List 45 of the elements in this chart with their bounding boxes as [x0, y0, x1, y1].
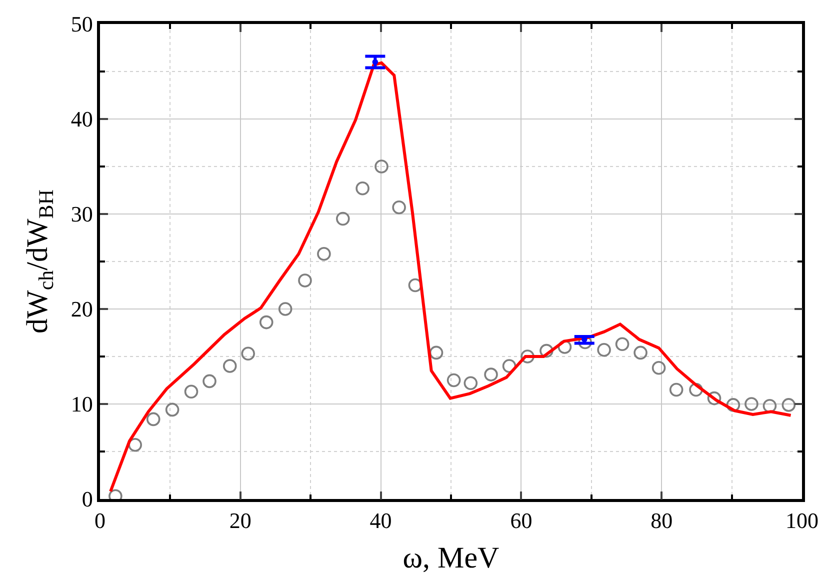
point	[446, 373, 461, 388]
point	[128, 438, 142, 452]
point	[669, 382, 684, 397]
point	[336, 212, 350, 226]
point	[356, 181, 370, 196]
y-tick-label: 30	[70, 202, 93, 227]
point	[744, 397, 758, 411]
point	[464, 376, 478, 390]
point	[184, 384, 198, 399]
point	[689, 382, 703, 397]
point	[392, 200, 406, 214]
point	[652, 361, 666, 375]
x-tick-label: 60	[510, 508, 532, 534]
point	[259, 315, 274, 330]
point	[241, 346, 256, 361]
point	[597, 342, 611, 357]
point	[615, 337, 630, 352]
x-tick-label: 40	[370, 508, 392, 534]
x-tick-label: 80	[650, 508, 673, 534]
point	[782, 398, 796, 412]
point	[374, 160, 388, 174]
point	[634, 346, 648, 360]
y-tick-label: 40	[70, 106, 93, 132]
y-tick-label: 20	[70, 296, 93, 322]
point	[762, 399, 777, 413]
point	[372, 59, 378, 65]
x-tick-label: 20	[229, 508, 252, 534]
y-tick-label: 10	[70, 392, 93, 417]
point	[146, 412, 160, 426]
x-tick-label: 100	[786, 508, 818, 534]
point	[222, 359, 237, 373]
point	[202, 374, 216, 388]
y-tick-label: 0	[82, 486, 93, 512]
point	[520, 350, 534, 364]
point	[707, 391, 722, 406]
point	[429, 346, 444, 360]
point	[165, 402, 180, 417]
point	[298, 274, 312, 288]
point	[540, 344, 554, 358]
point	[484, 368, 498, 382]
y-tick-label: 50	[70, 12, 93, 37]
point	[317, 247, 331, 261]
point	[726, 398, 740, 412]
x-axis-title: ω, MeV	[402, 542, 500, 575]
point	[278, 302, 292, 316]
